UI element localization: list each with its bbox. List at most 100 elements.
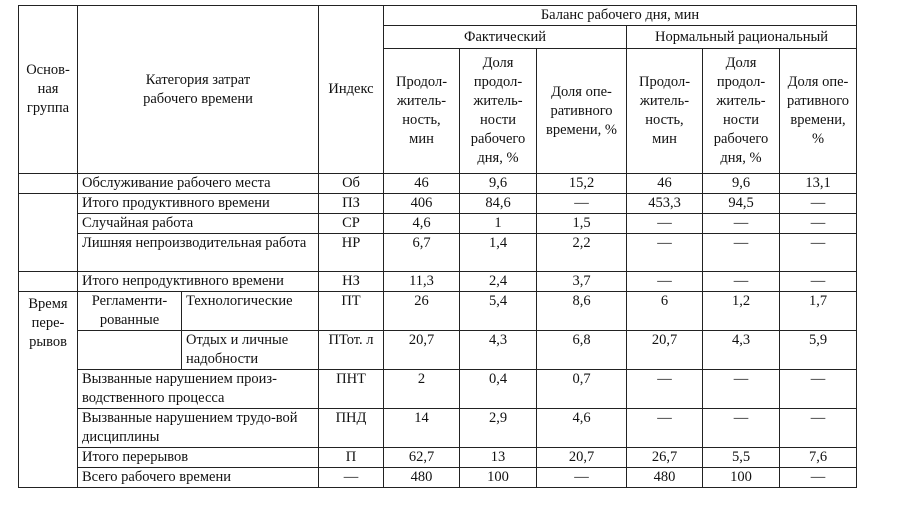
value-cell: — [779,213,857,234]
category-cell: Технологические [181,291,319,331]
value-cell: 46 [383,173,460,194]
value-cell: 1,5 [536,213,627,234]
index-cell: — [318,467,384,488]
value-cell: — [779,467,857,488]
value-cell: 4,6 [536,408,627,448]
subgroup-regulated: Регламенти- рованные [77,291,182,331]
value-cell: — [702,408,780,448]
value-cell: 62,7 [383,447,460,468]
value-cell: 8,6 [536,291,627,331]
value-cell: 94,5 [702,193,780,214]
value-cell: 13 [459,447,537,468]
value-cell: 480 [626,467,703,488]
index-cell: НР [318,233,384,272]
group-cell-empty [18,271,78,292]
value-cell: 20,7 [536,447,627,468]
table-row: Итого продуктивного времени ПЗ 406 84,6—453… [18,193,857,272]
value-cell: — [702,213,780,234]
subheader: Доля опе- ративного времени, % [779,48,857,174]
header-balance: Баланс рабочего дня, мин [383,5,857,26]
value-cell: 84,6 [459,193,537,214]
value-cell: 2,9 [459,408,537,448]
value-cell: — [702,271,780,292]
value-cell: 9,6 [459,173,537,194]
value-cell: — [779,271,857,292]
value-cell: — [536,193,627,214]
index-cell: ПТот. л [318,330,384,370]
value-cell: 14 [383,408,460,448]
value-cell: 11,3 [383,271,460,292]
index-cell: ПЗ [318,193,384,214]
value-cell: 0,4 [459,369,537,409]
category-cell: Отдых и личные надобности [181,330,319,370]
value-cell: 46 [626,173,703,194]
header-group: Основ- ная группа [18,5,78,174]
value-cell: 20,7 [626,330,703,370]
index-cell: СР [318,213,384,234]
value-cell: 4,3 [459,330,537,370]
subheader: Доля опе- ративного времени, % [536,48,627,174]
value-cell: 15,2 [536,173,627,194]
value-cell: 5,9 [779,330,857,370]
value-cell: 453,3 [626,193,703,214]
value-cell: — [702,233,780,272]
value-cell: 7,6 [779,447,857,468]
group-cell-empty [18,193,78,272]
value-cell: 2,2 [536,233,627,272]
category-cell: Вызванные нарушением трудо-вой дисциплин… [77,408,319,448]
value-cell: 5,5 [702,447,780,468]
value-cell: — [536,467,627,488]
index-cell: П [318,447,384,468]
category-cell: Итого продуктивного времени [77,193,319,214]
value-cell: — [779,369,857,409]
table-row: Итого перерывов П 62,7 13 20,7 26,7 5,5 7,6 [19,447,857,468]
value-cell: 6,7 [383,233,460,272]
value-cell: — [702,369,780,409]
header-category: Категория затрат рабочего времени [77,5,319,174]
value-cell: — [779,193,857,214]
value-cell: — [626,213,703,234]
value-cell: 6,8 [536,330,627,370]
subheader: Продол- житель- ность, мин [626,48,703,174]
table-row: Вызванные нарушением трудо-вой дисциплин… [19,408,857,448]
index-cell: ПНД [318,408,384,448]
category-cell: Итого перерывов [77,447,319,468]
value-cell: 6 [626,291,703,331]
value-cell: 1,4 [459,233,537,272]
value-cell: 1,7 [779,291,857,331]
value-cell: 406 [383,193,460,214]
index-cell: ПТ [318,291,384,331]
value-cell: 20,7 [383,330,460,370]
value-cell: — [779,408,857,448]
value-cell: 26 [383,291,460,331]
group-breaks: Время пере- рывов [18,291,78,488]
table-row: Случайная работа СР 4,6 1 1,5— — — [19,213,857,234]
value-cell: 2 [383,369,460,409]
value-cell: 1,2 [702,291,780,331]
table-row: Отдых и личные надобности ПТот. л 20,7 4,3 6… [19,330,857,370]
category-cell: Случайная работа [77,213,319,234]
value-cell: 5,4 [459,291,537,331]
value-cell: 4,6 [383,213,460,234]
value-cell: 26,7 [626,447,703,468]
table-row: Время пере- рывов Регламенти- рованные Тех… [18,291,857,488]
value-cell: 100 [459,467,537,488]
index-cell: НЗ [318,271,384,292]
category-cell: Всего рабочего времени [77,467,319,488]
subheader: Продол- житель- ность, мин [383,48,460,174]
value-cell: — [626,369,703,409]
category-cell: Лишняя непроизводительная работа [77,233,319,272]
table-row: Вызванные нарушением произ-водственного … [19,369,857,409]
table-row: Всего рабочего времени —480 100—480 100— [19,467,857,488]
value-cell: — [779,233,857,272]
value-cell: 13,1 [779,173,857,194]
header-index: Индекс [318,5,384,174]
index-cell: Об [318,173,384,194]
category-cell: Обслуживание рабочего места [77,173,319,194]
value-cell: 100 [702,467,780,488]
index-cell: ПНТ [318,369,384,409]
category-cell: Итого непродуктивного времени [77,271,319,292]
group-cell-empty [18,173,78,194]
work-time-balance-table: Основ- ная группа Категория затрат рабоч… [18,5,857,488]
value-cell: 0,7 [536,369,627,409]
